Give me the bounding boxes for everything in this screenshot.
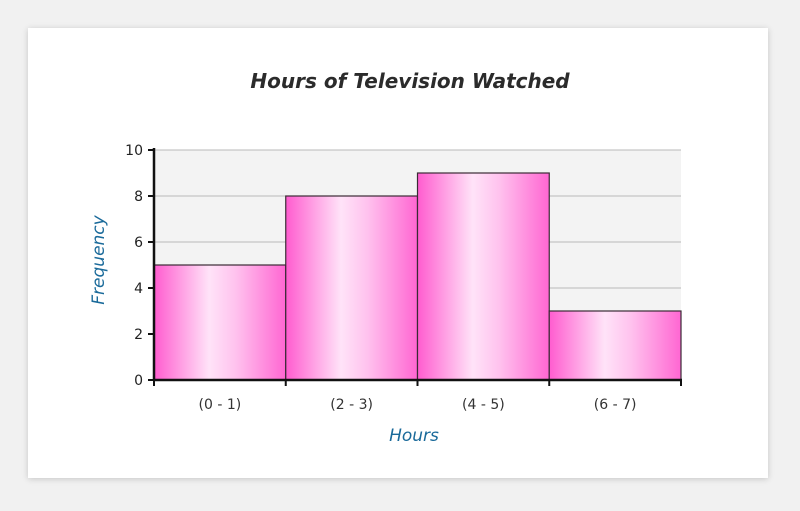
- y-tick-label: 8: [134, 189, 143, 205]
- y-tick-label: 6: [134, 235, 143, 251]
- y-tick-label: 0: [134, 373, 143, 389]
- y-axis-label: Frequency: [89, 214, 109, 304]
- x-tick-label: (6 - 7): [594, 397, 637, 413]
- y-tick-label: 2: [134, 327, 143, 343]
- x-tick-label: (4 - 5): [462, 397, 505, 413]
- x-tick-label: (0 - 1): [199, 397, 242, 413]
- y-tick-label: 10: [125, 143, 143, 159]
- bar: [153, 264, 287, 381]
- bar: [416, 172, 550, 381]
- chart-title: Hours of Television Watched: [250, 69, 570, 93]
- x-tick-labels: (0 - 1) (2 - 3) (4 - 5) (6 - 7): [199, 397, 637, 413]
- y-tick-labels: 0 2 4 6 8 10: [125, 143, 143, 389]
- x-axis-label: Hours: [389, 426, 439, 446]
- x-tick-label: (2 - 3): [330, 397, 373, 413]
- axes: [148, 148, 682, 386]
- bar: [548, 310, 682, 381]
- bars: [153, 172, 682, 381]
- y-tick-label: 4: [134, 281, 143, 297]
- bar: [285, 195, 419, 381]
